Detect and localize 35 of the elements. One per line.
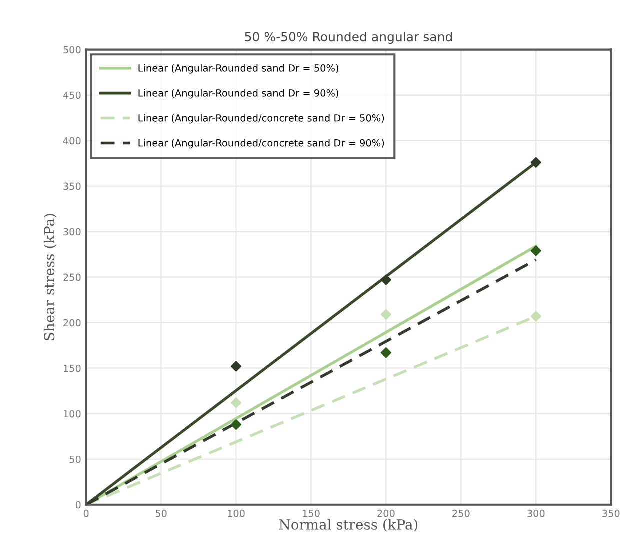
point [230,419,242,430]
point [380,348,392,358]
point [230,398,242,408]
x-tick-label: 100 [228,510,245,518]
y-tick-label: 250 [64,274,81,282]
x-tick-label: 150 [303,510,320,518]
x-tick-label: 300 [528,510,545,518]
point [530,311,542,322]
y-tick-label: 100 [64,410,81,418]
point [380,309,392,320]
x-tick-label: 0 [84,510,89,518]
legend-label: Linear (Angular-Rounded sand Dr = 50%) [138,64,338,74]
y-axis-title: Shear stress (kPa) [44,214,57,340]
x-tick-label: 200 [378,510,395,518]
point [230,361,242,372]
x-tick-label: 250 [452,510,470,518]
legend-label: Linear (Angular-Rounded/concrete sand Dr = 90%) [138,139,384,149]
y-tick-label: 400 [63,137,81,145]
point [530,157,542,168]
y-tick-label: 150 [64,364,81,372]
legend-label: Linear (Angular-Rounded/concrete sand Dr = 50%) [138,114,384,124]
y-tick-label: 450 [63,92,81,100]
y-tick-label: 350 [64,182,81,190]
point [530,246,542,256]
x-tick-label: 350 [602,510,620,518]
y-tick-label: 200 [64,319,81,327]
y-tick-label: 0 [76,501,81,509]
y-tick-label: 500 [64,46,81,54]
y-tick-label: 50 [70,456,81,464]
point [380,274,392,286]
x-tick-label: 50 [156,510,167,518]
x-axis-title: Normal stress (kPa) [279,519,418,532]
legend-label: Linear (Angular-Rounded sand Dr = 90%) [138,89,338,99]
chart-title: 50 %-50% Rounded angular sand [245,32,452,44]
y-tick-label: 300 [64,228,81,236]
